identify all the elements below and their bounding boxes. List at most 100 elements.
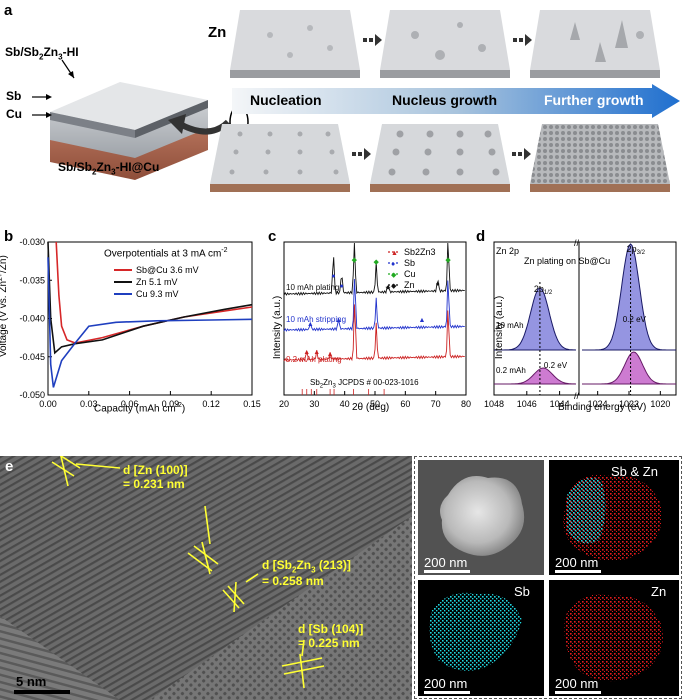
chart-b-legend-label: Sb@Cu 3.6 mV: [136, 265, 199, 275]
layered-electrode-illustration: [50, 82, 208, 180]
chart-d-xps: // // 1048 1046 1044 1024 1022 1020 Zn 2p Zn plat…: [484, 238, 677, 409]
chart-c-legend-marker: ▲: [391, 250, 398, 257]
chart-c-xtick-label: 30: [309, 399, 319, 409]
lattice-texture: [0, 456, 412, 700]
growth-stage-arrow: [232, 84, 680, 118]
chart-c-peak-marker: ◆: [352, 257, 358, 264]
scale-label-sb: 200 nm: [424, 676, 468, 691]
chart-d-peak-2p12-sub: 1/2: [544, 290, 553, 296]
chart-b-xtick-label: 0.15: [243, 399, 261, 409]
annotation-zn-100: d [Zn (100)] = 0.231 nm: [123, 463, 188, 491]
xps-peak-02mah-2p32: [582, 351, 676, 385]
chart-c-trace-label: 10 mAh stripping: [286, 315, 346, 324]
chart-d-frame-right: [578, 241, 677, 396]
chart-c-xtick-label: 60: [400, 399, 410, 409]
chart-c-peak-marker: ▲: [313, 349, 320, 356]
chart-c-peak-marker: ●: [331, 273, 335, 280]
chart-c-peak-marker: ●: [436, 281, 440, 288]
chart-b-ylabel: Voltage (V vs. Zn2+/Zn): [0, 255, 10, 358]
trace-10mah-stripping: [283, 278, 465, 332]
scale-bar-e: [14, 690, 70, 694]
panel-letter-c: c: [268, 228, 277, 245]
series-cu: [47, 257, 253, 388]
scale-bar-sb: [424, 691, 470, 694]
sb-tile-2: [370, 124, 510, 192]
chart-b-xtick-label: 0.00: [39, 399, 57, 409]
sb-tile-1: [210, 124, 350, 192]
map-sb-zn-dots: [563, 474, 662, 561]
chart-c-peak-marker: ●: [340, 283, 344, 290]
chart-b-voltage: 0.00 0.03 0.06 0.09 0.12 0.15 -0.030 -0.035 -0.0…: [19, 237, 261, 409]
zn-tile-3: [530, 10, 660, 78]
chart-b-ytick-label: -0.030: [19, 237, 45, 247]
chart-c-legend-label: Cu: [404, 269, 416, 279]
composite-label: Sb/Sb2Zn3-HI@Cu: [58, 160, 160, 177]
zn-tile-2: [380, 10, 510, 78]
scale-label-zn: 200 nm: [555, 676, 599, 691]
chart-c-peak-marker: ★: [385, 284, 391, 292]
map-sb-zn: Sb & Zn 200 nm: [549, 460, 679, 575]
chart-b-ytick-label: -0.040: [19, 314, 45, 324]
chart-d-xtick-label: 1024: [588, 399, 608, 409]
chart-c-legend-label: Sb: [404, 258, 415, 268]
chart-b-xtick-label: 0.06: [121, 399, 139, 409]
map-sb-dots: [429, 592, 522, 671]
chart-c-jcpds: Sb2Zn3 JCPDS # 00-023-1016: [310, 378, 419, 390]
chart-c-peak-marker: ▲: [419, 317, 426, 324]
chart-b-ytick-label: -0.045: [19, 352, 45, 362]
sb-deposition-row: [210, 124, 670, 192]
chart-d-xtick-label: 1020: [650, 399, 670, 409]
chart-c-peak-marker: ◆: [445, 257, 451, 264]
map-label-sb: Sb: [514, 584, 530, 599]
chart-d-label-02mah: 0.2 mAh: [496, 366, 526, 375]
chart-b-xlabel: Capacity (mAh cm-2): [94, 402, 186, 415]
map-sb: Sb 200 nm: [418, 580, 544, 696]
panel-letter-e: e: [5, 458, 14, 475]
haadf-image: 200 nm: [418, 460, 544, 575]
zn-deposition-row: [230, 10, 660, 78]
layer-label-top: Sb/Sb2Zn3-HI: [5, 45, 79, 62]
chart-c-xtick-label: 50: [370, 399, 380, 409]
chart-c-peak-marker: ▲: [327, 351, 334, 358]
chart-d-xlabel: Binding energy (eV): [558, 402, 647, 413]
chart-b-xtick-label: 0.09: [162, 399, 180, 409]
chart-d-xtick-label: 1044: [550, 399, 570, 409]
map-zn: Zn 200 nm: [549, 580, 679, 696]
chart-b-legend-label: Zn 5.1 mV: [136, 277, 178, 287]
chart-d-peak-2p32-sub: 3/2: [637, 250, 646, 256]
chart-c-trace-label: 0.2 mAh plating: [286, 355, 342, 364]
chart-c-legend-marker: ●: [391, 261, 395, 268]
chart-c-peak-marker: ◆: [374, 259, 380, 266]
chart-c-ylabel: Intensity (a.u.): [272, 295, 284, 360]
panel-f-frame: [414, 456, 682, 699]
chart-b-ytick-label: -0.035: [19, 275, 45, 285]
map-zn-dots: [564, 594, 663, 682]
chart-b-title: Overpotentials at 3 mA cm-2: [104, 247, 228, 260]
chart-c-legend-label: Sb2Zn3: [404, 247, 436, 257]
xps-peak-02mah-2p12: [494, 367, 577, 385]
chart-c-legend-marker: ◆: [391, 272, 397, 279]
chart-d-subtitle: Zn plating on Sb@Cu: [524, 256, 610, 266]
scale-bar-sb-zn: [555, 570, 601, 573]
chart-b-legend-label: Cu 9.3 mV: [136, 289, 179, 299]
layer-label-cu: Cu: [6, 107, 22, 121]
panel-e-hrtem-image: e d [Zn (100)] = 0.231 nm d [Sb2Zn3 (213)…: [0, 456, 412, 700]
stage-nucleus-growth: Nucleus growth: [392, 92, 498, 108]
chart-d-ylabel: Intensity (a.u.): [494, 295, 506, 360]
chart-d-label-10mah: 10 mAh: [496, 321, 524, 330]
series-zn: [47, 241, 253, 355]
chart-c-legend-marker: ◆: [391, 283, 397, 290]
chart-b-xtick-label: 0.03: [80, 399, 98, 409]
chart-c-peak-marker: ▲: [307, 321, 314, 328]
chart-d-axis-break: //: [574, 238, 580, 248]
lattice-annotations: [14, 456, 325, 694]
trace-10mah-plating: [283, 242, 465, 296]
chart-c-trace-label: 10 mAh plating: [286, 283, 339, 292]
map-label-sb-zn: Sb & Zn: [611, 464, 658, 479]
layer-arrows: [32, 59, 75, 118]
chart-c-legend-label: Zn: [404, 280, 415, 290]
chart-b-ytick-label: -0.050: [19, 390, 45, 400]
scale-bar-zn: [555, 691, 601, 694]
chart-c-xrd: 20 30 40 50 60 70 80 10 mAh plating 10 mAh strip…: [279, 241, 471, 409]
zn-tile-1: [230, 10, 360, 78]
